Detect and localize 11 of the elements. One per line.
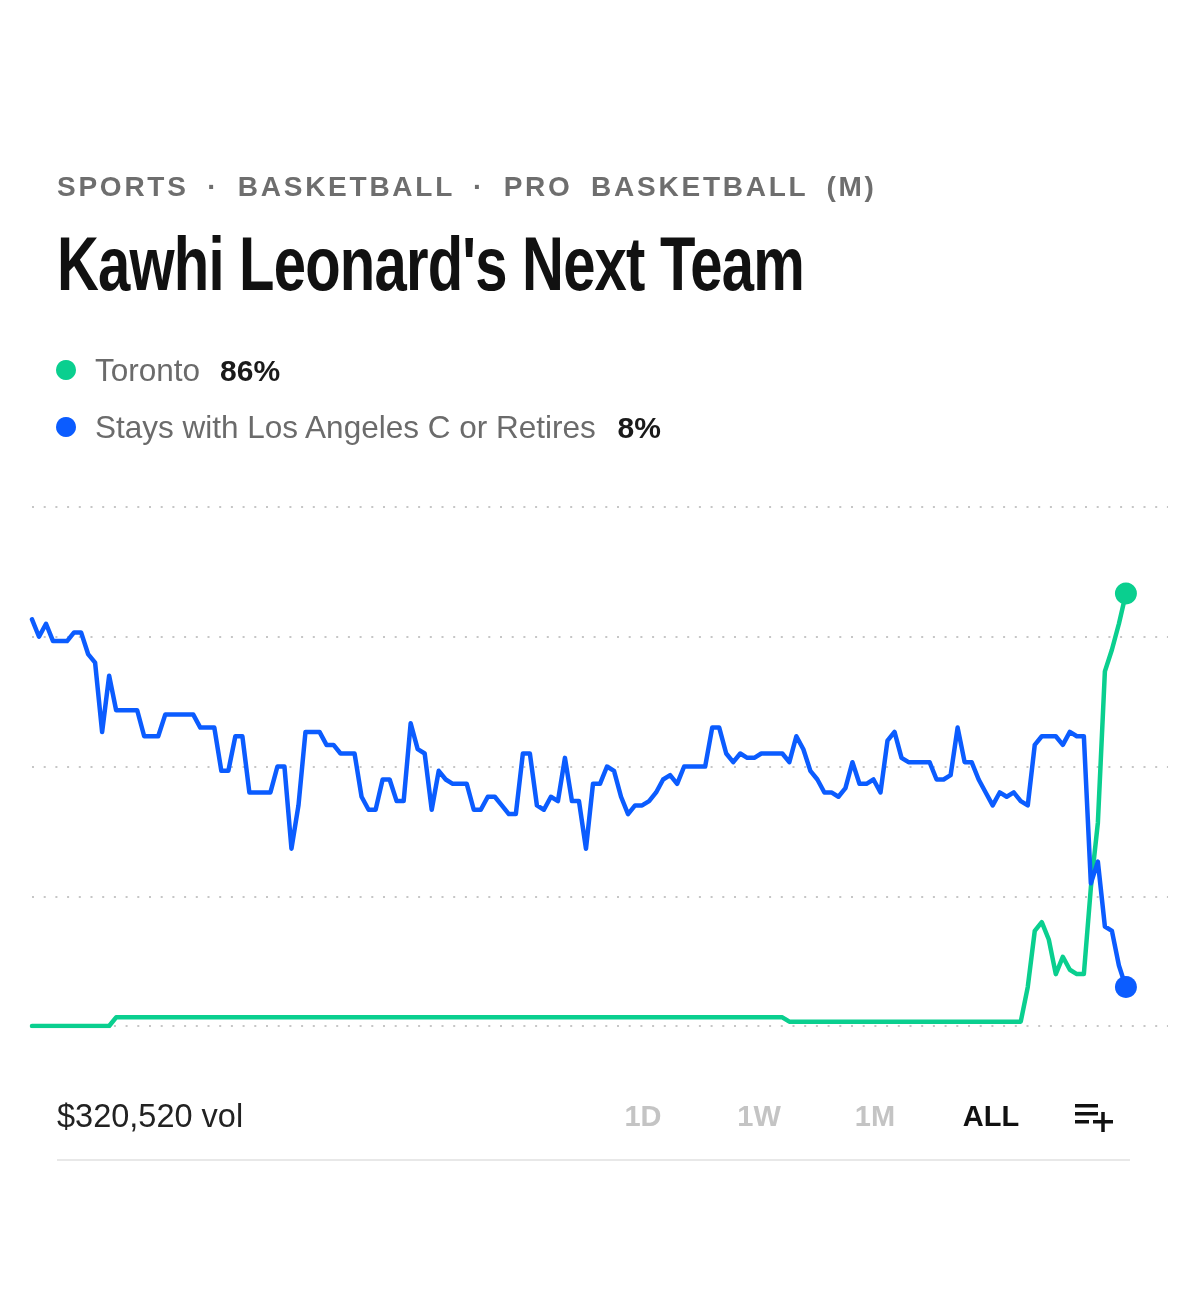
text: 8% bbox=[617, 410, 661, 444]
legend-label: Toronto bbox=[95, 352, 201, 388]
text: $320,520 vol bbox=[57, 1097, 244, 1136]
text: 1W bbox=[736, 1099, 782, 1134]
text: 1D bbox=[623, 1099, 663, 1134]
legend-label: Stays with Los Angeles C or Retires bbox=[95, 409, 596, 445]
chart-title: Kawhi Leonard's Next Team bbox=[57, 221, 804, 306]
text: 86% bbox=[220, 353, 281, 387]
text: 1M bbox=[853, 1099, 897, 1134]
chart-subtitle: SPORTS · BASKETBALL · PRO BASKETBALL (M) bbox=[57, 171, 877, 203]
text: ALL bbox=[961, 1099, 1021, 1134]
